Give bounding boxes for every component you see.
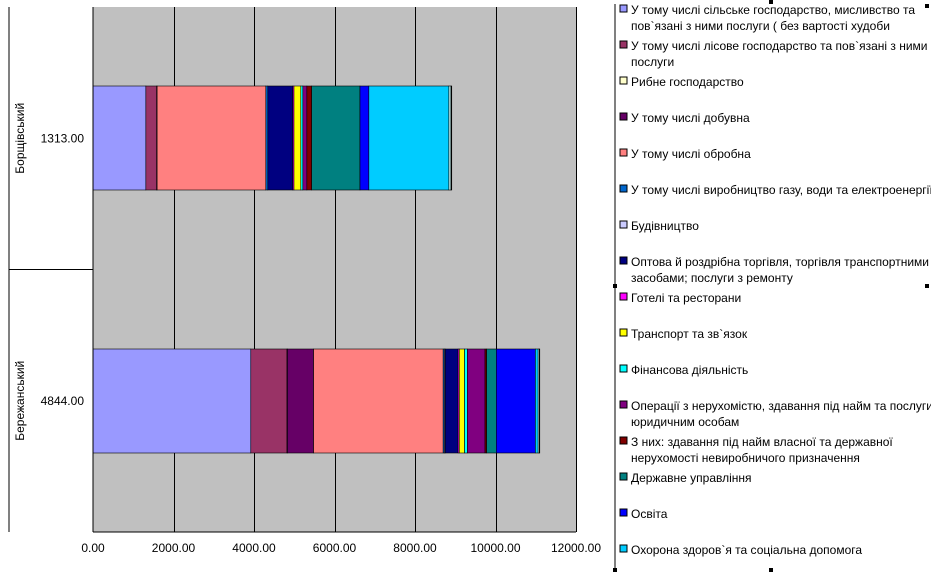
bar-segment [267,85,294,191]
legend-swatch [619,400,628,409]
legend-entry: Операції з нерухомістю, здавання під най… [631,399,931,429]
category-label: Борщівський [13,103,27,174]
bar-segment [156,85,267,191]
legend-resize-handle-top[interactable] [769,0,773,4]
bar-segment [448,85,452,191]
legend-swatch [619,220,628,229]
x-tick-labels: 0.00 2000.00 4000.00 6000.00 8000.00 10000.00… [81,541,601,555]
legend-swatch [619,76,628,85]
x-tick-label: 12000.00 [551,541,601,555]
bar-segment [302,85,308,191]
legend-resize-handle-mid-right[interactable] [925,284,929,288]
legend-swatch [619,292,628,301]
legend: У тому числі сільське господарство, мисл… [613,0,931,572]
bar-segment [92,85,147,191]
bar-segment [496,348,536,454]
legend-resize-handle-mid-left[interactable] [613,284,617,288]
legend-swatch [619,544,628,553]
legend-swatch [619,112,628,121]
bar-segment [450,85,453,191]
category-labels: Борщівський 1313.00 Бережанський 4844.00 [13,103,84,441]
category-label: Бережанський [13,361,27,441]
legend-entry: Освіта [631,507,668,521]
bar-segment [359,85,370,191]
legend-entry: Оптова й роздрібна торгівля, торгівля тр… [631,255,929,285]
x-tick-label: 2000.00 [152,541,196,555]
x-tick-label: 4000.00 [232,541,276,555]
bar-segment [368,85,450,191]
bar-segment [293,85,302,191]
legend-entry: У тому числі виробництво газу, води та е… [631,183,931,197]
bar-segment [535,348,539,454]
bar-segment [486,348,497,454]
legend-entry: У тому числі добувна [631,111,750,125]
bar-segment [313,348,444,454]
legend-entry: Державне управління [631,471,752,485]
bar-segment [311,85,361,191]
legend-swatch [619,148,628,157]
x-tick-label: 10000.00 [470,541,520,555]
legend-entry: У тому числі сільське господарство, мисл… [631,3,915,33]
category-value-label: 1313.00 [41,131,85,145]
legend-swatch [619,364,628,373]
legend-resize-handle-bottom[interactable] [769,568,773,572]
x-tick-label: 6000.00 [313,541,357,555]
bar-segment [265,85,269,191]
legend-swatch [619,4,628,13]
x-tick-label: 8000.00 [393,541,437,555]
legend-swatch [619,256,628,265]
legend-entry: Охорона здоров`я та соціальна допомога [631,543,862,557]
legend-entry: Будівництво [631,219,699,233]
legend-entry: Транспорт та зв`язок [631,327,748,341]
legend-entry: Готелі та ресторани [631,291,741,305]
axes [8,7,576,533]
bar-segment [464,348,468,454]
legend-swatch [619,40,628,49]
legend-swatch [619,436,628,445]
legend-resize-handle-top-right[interactable] [925,4,929,8]
legend-swatch [619,328,628,337]
legend-swatch [619,472,628,481]
bar-segment [467,348,486,454]
legend-entry: У тому числі лісове господарство та пов`… [631,39,928,69]
x-tick-label: 0.00 [81,541,105,555]
category-value-label: 4844.00 [41,394,85,408]
bar-segment [458,348,465,454]
bars [92,85,541,454]
bar-segment [145,85,158,191]
bar-segment [306,85,312,191]
legend-resize-handle-bottom-left[interactable] [613,568,617,572]
bar-segment [287,348,314,454]
legend-entry: У тому числі обробна [631,147,751,161]
bar-segment [92,348,252,454]
bar-segment [444,348,459,454]
bar-segment [300,85,304,191]
legend-swatch [619,184,628,193]
legend-swatch [619,508,628,517]
legend-entry: Фінансова діяльність [631,363,748,377]
legend-entry: Рибне господарство [631,75,744,89]
bar-segment [250,348,288,454]
legend-entry: З них: здавання під найм власної та держ… [631,435,893,465]
